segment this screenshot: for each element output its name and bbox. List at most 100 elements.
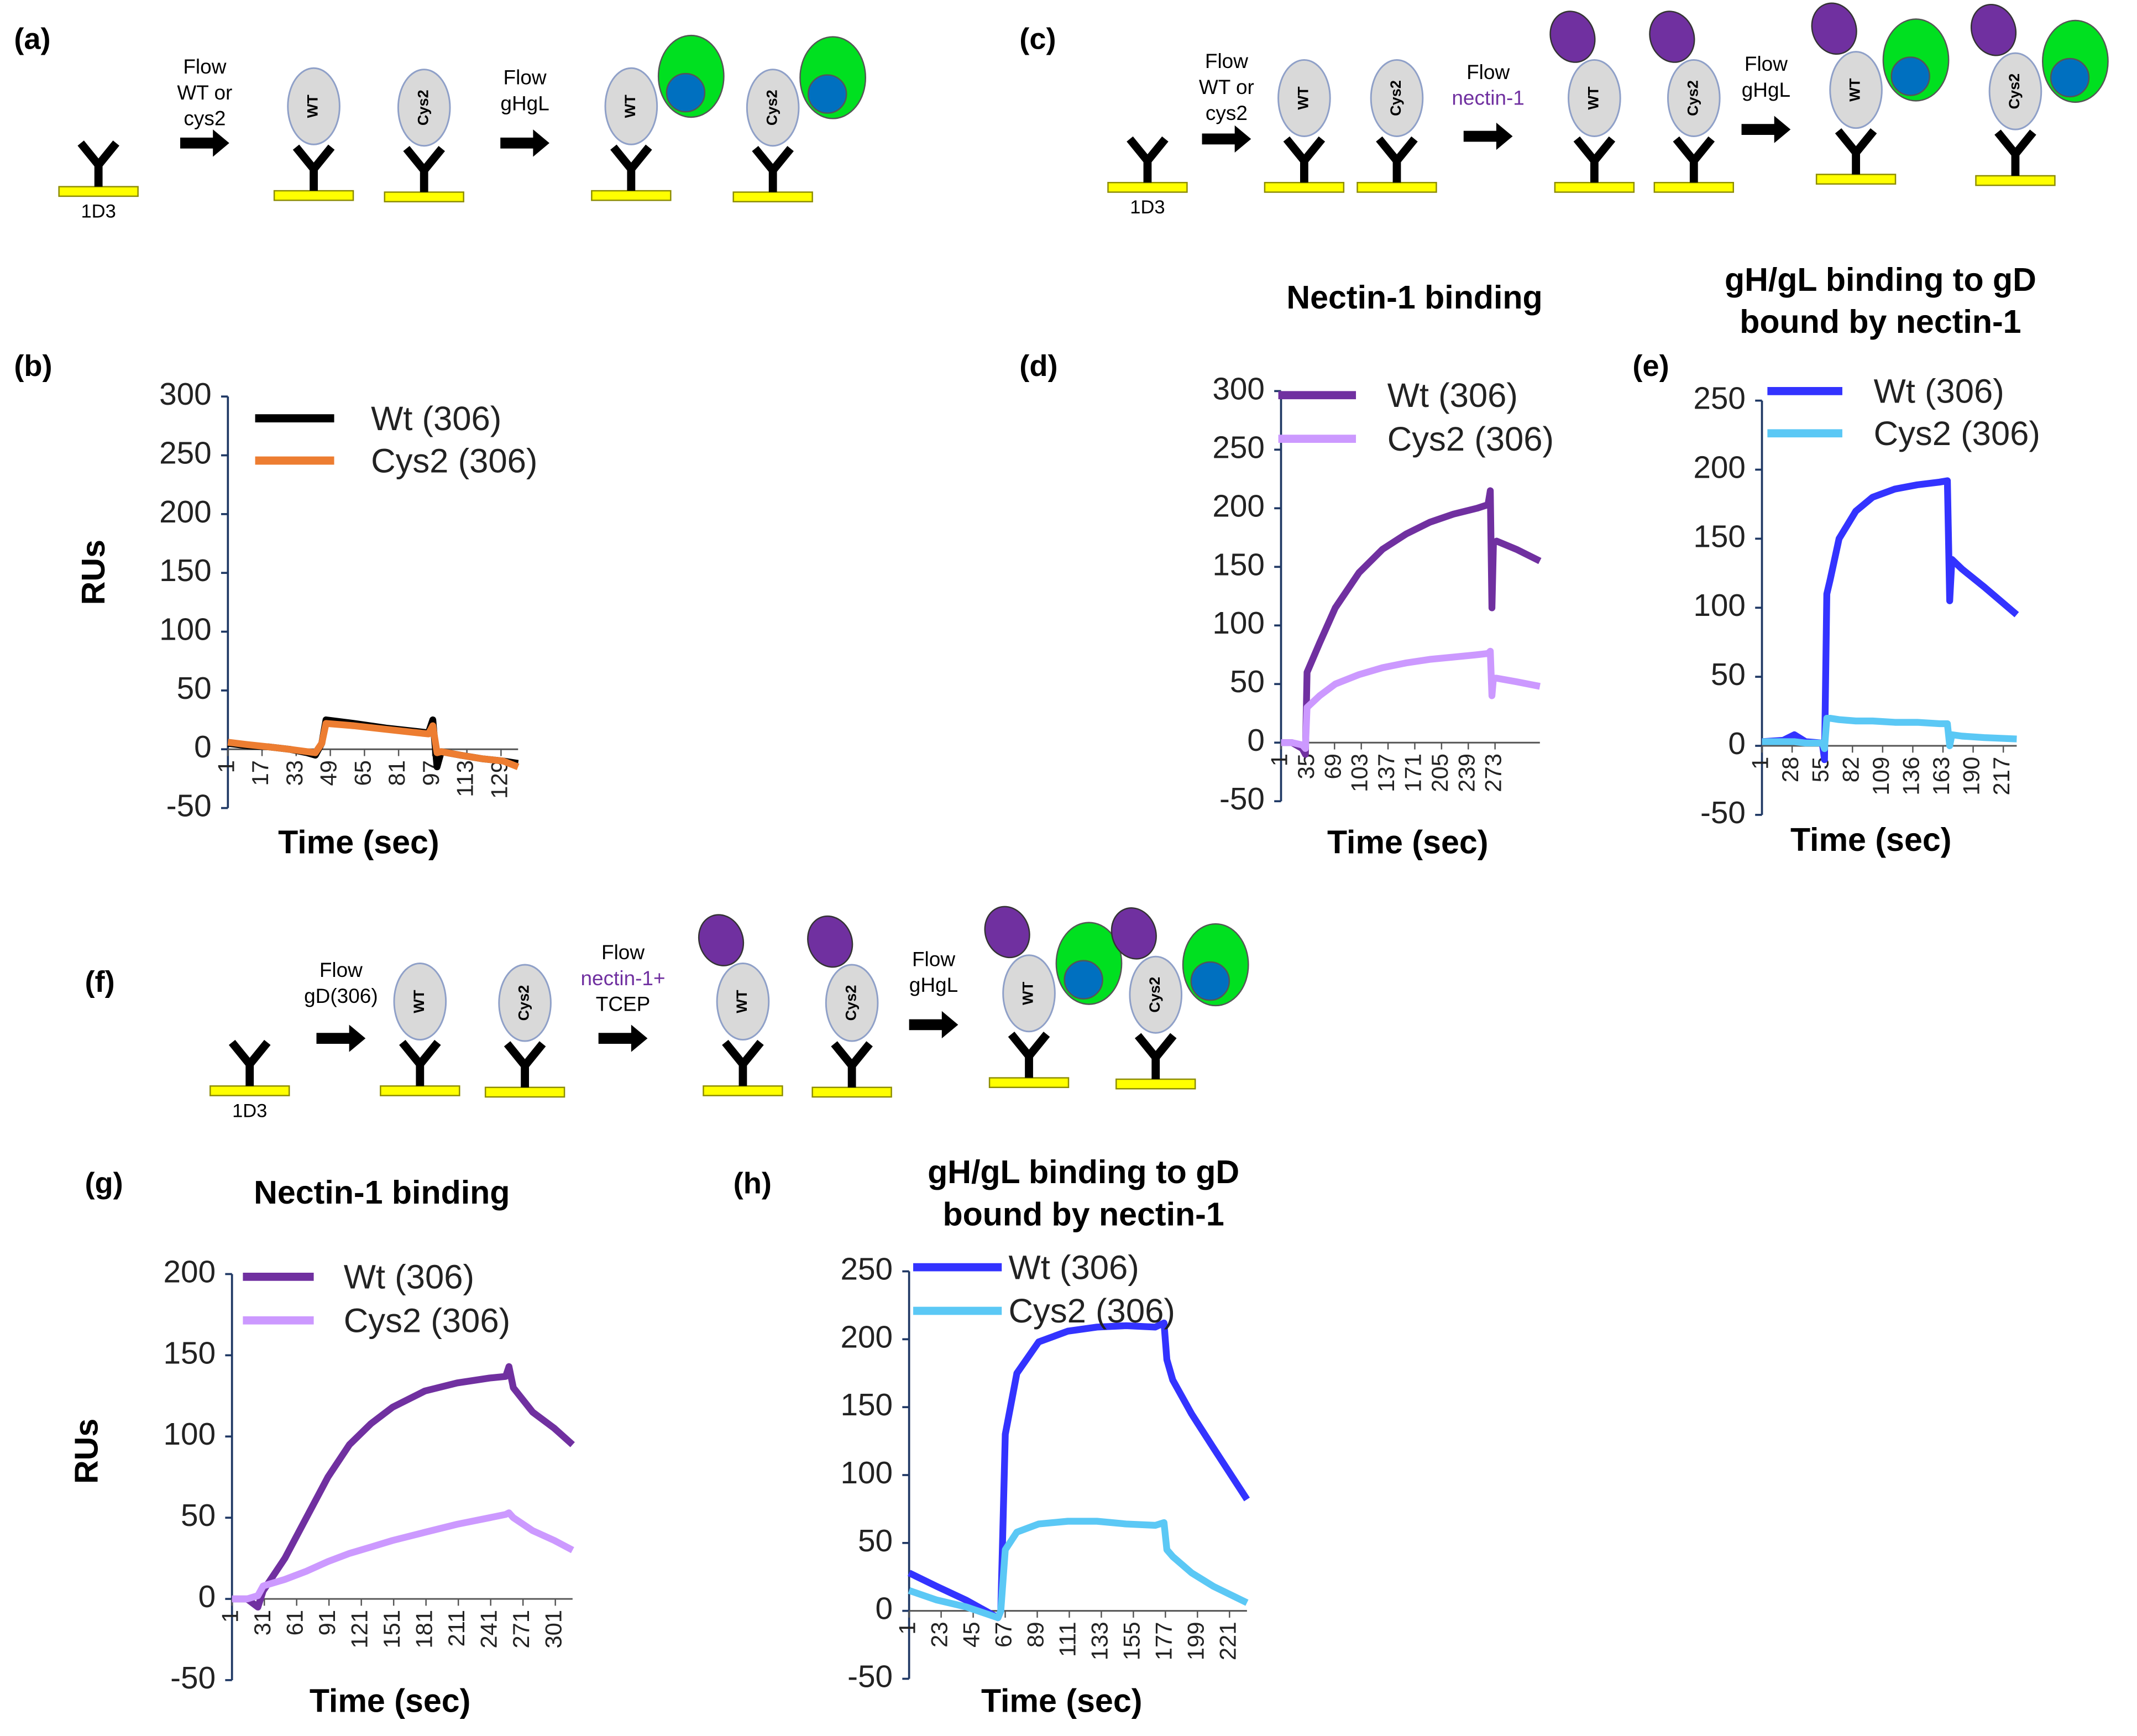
sensor-bar (1975, 175, 2056, 186)
y-tick-label: 150 (164, 1336, 216, 1371)
panel-label: (f) (85, 965, 115, 998)
gd (716, 963, 770, 1041)
y-tick-label: 200 (159, 495, 212, 530)
x-tick-label: 163 (1928, 757, 1954, 796)
sensor-bar (273, 190, 354, 201)
chart-title: Nectin-1 binding (1286, 279, 1542, 316)
panel-label: (d) (1019, 349, 1057, 383)
legend-label: Cys2 (306) (371, 442, 537, 480)
gd (397, 69, 451, 147)
x-tick-label: 61 (282, 1610, 308, 1636)
nectin-1 (1811, 2, 1857, 55)
flow-label: gHgL (909, 974, 958, 996)
chart-title: bound by nectin-1 (942, 1196, 1224, 1233)
x-tick-label: 129 (486, 760, 512, 799)
legend-label: Wt (306) (371, 400, 501, 438)
flow-label: TCEP (596, 993, 651, 1016)
panel-label: (h) (734, 1167, 772, 1200)
antibody (1008, 1032, 1050, 1078)
chart-title: gH/gL binding to gD (928, 1153, 1239, 1190)
arrow (316, 1024, 366, 1052)
y-tick-label: 100 (164, 1417, 216, 1452)
flow-label: Flow (1466, 61, 1510, 83)
antibody (504, 1041, 546, 1087)
y-tick-label: 50 (858, 1524, 893, 1559)
antibody (1673, 136, 1715, 183)
y-tick-label: 0 (1247, 723, 1265, 758)
x-tick-label: 45 (958, 1622, 984, 1648)
sensor-bar (380, 1085, 460, 1096)
legend-label: Cys2 (306) (344, 1301, 510, 1340)
x-tick-label: 28 (1777, 757, 1803, 783)
sensor-bar (484, 1086, 565, 1098)
y-tick-label: -50 (170, 1661, 216, 1696)
y-tick-label: 150 (159, 553, 212, 588)
flow-label: Flow (1745, 53, 1788, 75)
panel-label: (a) (14, 22, 50, 55)
sensor-bar (1815, 174, 1897, 185)
y-tick-label: 50 (1711, 657, 1746, 692)
antibody-label: 1D3 (1130, 197, 1165, 218)
gd-label: WT (410, 990, 427, 1013)
x-axis-label: Time (sec) (1790, 821, 1951, 858)
y-tick-label: 150 (1212, 547, 1265, 582)
x-tick-label: 113 (452, 760, 478, 797)
x-tick-label: 109 (1868, 757, 1894, 796)
sensor-bar (58, 186, 139, 197)
flow-label: Flow (1205, 50, 1248, 72)
x-tick-label: 1 (1747, 757, 1773, 770)
gd (604, 67, 658, 145)
data-line (1281, 487, 1542, 758)
antibody (610, 144, 652, 191)
nectin-1 (984, 906, 1030, 959)
legend-label: Cys2 (306) (1874, 415, 2040, 453)
gd (825, 964, 879, 1042)
antibody-label: 1D3 (232, 1100, 267, 1121)
y-tick-label: 50 (1230, 665, 1265, 699)
gd-label: WT (1846, 78, 1863, 102)
gd (1002, 954, 1056, 1033)
y-tick-label: 100 (840, 1456, 893, 1491)
antibody-label: 1D3 (81, 201, 116, 222)
legend-label: Wt (306) (1874, 373, 2004, 411)
flow-label: Flow (912, 948, 955, 970)
flow-label: Flow (504, 66, 547, 89)
y-tick-label: -50 (847, 1659, 893, 1694)
arrow (598, 1024, 648, 1052)
sensor-bar (732, 191, 813, 203)
gd (1370, 59, 1424, 137)
gd-label: Cys2 (842, 985, 859, 1021)
gd-label: Cys2 (1684, 80, 1701, 116)
x-tick-label: 31 (249, 1610, 275, 1636)
legend-label: Wt (306) (344, 1258, 474, 1296)
x-tick-label: 103 (1347, 754, 1373, 792)
x-tick-label: 67 (991, 1622, 1017, 1648)
y-tick-label: 100 (1693, 588, 1746, 623)
data-line (232, 1509, 574, 1603)
x-axis-label: Time (sec) (278, 824, 439, 861)
y-tick-label: 150 (840, 1388, 893, 1423)
y-axis-label: RUs (75, 540, 112, 605)
gd (498, 964, 552, 1042)
antibody (752, 145, 794, 192)
antibody (403, 145, 445, 192)
chart-title: gH/gL binding to gD (1725, 261, 2036, 298)
x-tick-label: 211 (443, 1610, 469, 1647)
nectin-1 (1649, 11, 1695, 63)
data-line (1281, 647, 1541, 752)
x-tick-label: 271 (508, 1610, 534, 1649)
arrow (180, 129, 229, 157)
gd-label: Cys2 (1146, 977, 1163, 1013)
gd (1988, 52, 2042, 130)
antibody (399, 1039, 441, 1086)
chart-title: bound by nectin-1 (1740, 303, 2021, 340)
flow-label: WT or (177, 81, 232, 104)
antibody (1835, 128, 1877, 175)
nectin-1 (1549, 11, 1596, 63)
y-tick-label: 250 (1693, 381, 1746, 416)
flow-label: cys2 (184, 107, 226, 130)
flow-label: WT or (1199, 76, 1254, 98)
antibody (722, 1039, 764, 1086)
x-tick-label: 171 (1400, 754, 1426, 792)
panel-label: (g) (85, 1167, 123, 1200)
